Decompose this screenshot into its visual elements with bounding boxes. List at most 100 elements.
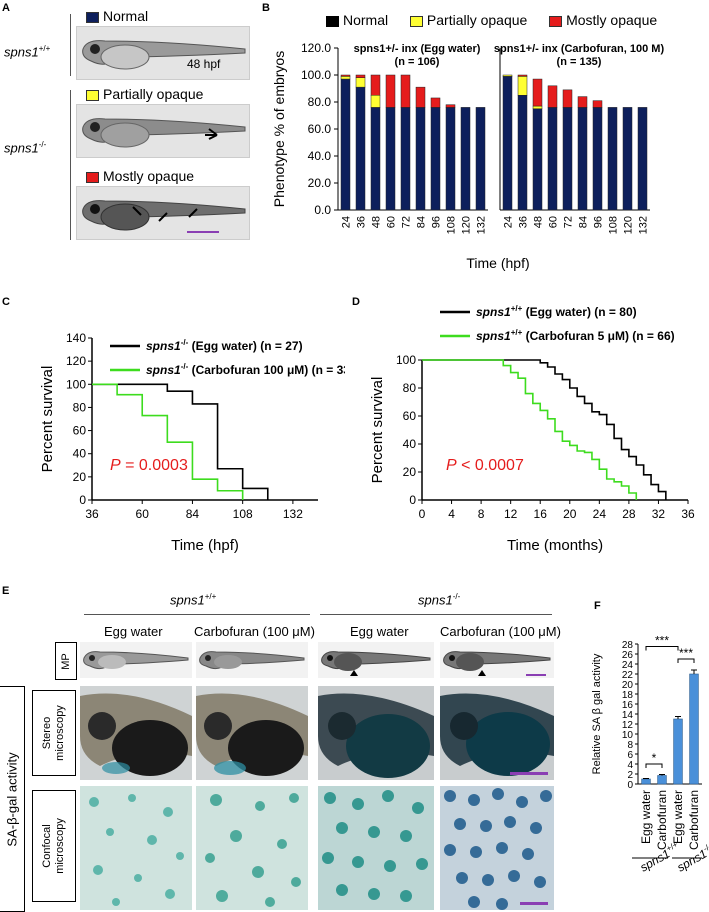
c-p-value: P = 0.0003: [110, 457, 188, 474]
row-label-confocal: Confocal microscopy: [32, 790, 76, 902]
x-tick-label: 16: [534, 507, 548, 521]
fish-partial-image: [82, 118, 246, 148]
x-tick-label: 32: [652, 507, 666, 521]
x-tick-label: 60: [136, 507, 150, 521]
fish-normal-image: [82, 40, 246, 70]
x-tick-label: 8: [478, 507, 485, 521]
panel-a-label: A: [2, 2, 10, 14]
x-tick-label: 36: [85, 507, 99, 521]
b-bar-0-5-0: [415, 107, 426, 211]
b-bar-0-9-0: [475, 107, 486, 211]
b-bar-0-7-0: [445, 107, 456, 211]
y-axis-label: Percent survival: [39, 366, 56, 473]
b-x-tick-label: 24: [341, 216, 353, 228]
b-bar-1-5-2: [577, 96, 588, 108]
divider-a-mut: [70, 90, 71, 240]
b-x-tick-label: 96: [593, 216, 605, 228]
b-bar-1-1-1: [517, 76, 528, 96]
x-tick-label: 108: [233, 507, 253, 521]
b-legend-partial-label: Partially opaque: [426, 12, 528, 28]
b-bar-1-7-0: [607, 107, 618, 211]
b-x-tick-label: 48: [371, 216, 383, 228]
survival-line-0: [422, 359, 667, 500]
y-tick-label: 120: [66, 354, 86, 368]
b-bar-1-2-0: [532, 108, 543, 211]
col-label-4: Carbofuran (100 μM): [440, 624, 561, 639]
b-bar-1-1-0: [517, 95, 528, 211]
panel-f-label: F: [594, 600, 601, 612]
f-y-tick-label: 28: [622, 640, 634, 651]
b-x-tick-label: 120: [461, 216, 473, 234]
chart-c: 0 20 40 60 80 100 120 140 36 60 84 108 132 Time (hpf)…: [39, 331, 345, 554]
confocal-image-4: [440, 786, 554, 910]
b-y-tick-label: 0.0: [314, 203, 331, 217]
y-tick-label: 20: [403, 465, 417, 479]
legend-partial: Partially opaque: [86, 86, 203, 102]
panel-c-label: C: [2, 296, 10, 308]
b-legend-normal-label: Normal: [343, 12, 389, 28]
b-title-1: spns1+/- inx (Carbofuran, 100 M): [494, 43, 665, 55]
b-bar-0-2-1: [370, 95, 381, 108]
b-x-tick-label: 84: [416, 216, 428, 228]
b-x-tick-label: 48: [533, 216, 545, 228]
f-y-tick-label: 2: [627, 770, 633, 781]
b-bar-0-5-2: [415, 86, 426, 108]
f-sig-3-label: ***: [655, 634, 669, 648]
b-x-axis-label: Time (hpf): [466, 255, 529, 271]
panel-d-label: D: [352, 296, 360, 308]
b-x-tick-label: 72: [401, 216, 413, 228]
b-bar-0-7-2: [445, 104, 456, 108]
confocal-image-3: [318, 786, 434, 910]
f-x-tick-label-2: Egg water: [671, 790, 685, 844]
fish-photo-partial: [76, 104, 250, 158]
b-bar-1-8-0: [622, 107, 633, 211]
b-bar-1-5-0: [577, 107, 588, 211]
b-x-tick-label: 132: [638, 216, 650, 234]
fish-photo-normal: 48 hpf: [76, 26, 250, 80]
y-tick-label: 100: [66, 377, 86, 391]
y-tick-label: 40: [73, 447, 87, 461]
stage-label: 48 hpf: [187, 57, 221, 71]
f-y-tick-label: 20: [622, 680, 634, 691]
b-y-tick-label: 60.0: [308, 122, 332, 136]
legend-mostly-label: Mostly opaque: [103, 168, 195, 184]
f-y-axis-label: Relative SA β gal activity: [591, 653, 603, 774]
chart-b: 0.0 20.0 40.0 60.0 80.0 100.0 120.0 Phenotype %…: [271, 41, 665, 271]
b-y-tick-label: 40.0: [308, 149, 332, 163]
b-x-tick-label: 72: [563, 216, 575, 228]
y-tick-label: 0: [409, 493, 416, 507]
b-bar-0-0-2: [340, 74, 351, 77]
f-y-tick-label: 18: [622, 690, 634, 701]
b-title-0: spns1+/- inx (Egg water): [354, 43, 481, 55]
f-bar-3: [689, 673, 699, 785]
x-axis-label: Time (months): [507, 537, 603, 554]
row-label-stereo: Stereo microscopy: [32, 690, 76, 776]
x-tick-label: 132: [283, 507, 303, 521]
x-tick-label: 12: [504, 507, 518, 521]
f-y-tick-label: 24: [622, 660, 634, 671]
f-sig-1-bracket: [645, 763, 663, 768]
y-tick-label: 0: [79, 493, 86, 507]
legend-partial-label: Partially opaque: [103, 86, 204, 102]
f-y-tick-label: 14: [622, 710, 634, 721]
y-tick-label: 40: [403, 437, 417, 451]
survival-line-1: [92, 383, 244, 500]
f-y-tick-label: 6: [627, 750, 633, 761]
legend-mostly: Mostly opaque: [86, 168, 194, 184]
b-x-tick-label: 84: [578, 216, 590, 228]
b-bar-0-0-0: [340, 78, 351, 211]
b-bar-0-2-2: [370, 74, 381, 96]
panel-b-legend: Normal Partially opaque Mostly opaque: [326, 12, 657, 28]
y-tick-label: 60: [403, 409, 417, 423]
b-bar-1-4-0: [562, 107, 573, 211]
y-tick-label: 60: [73, 424, 87, 438]
f-y-tick-label: 10: [622, 730, 634, 741]
bracket-mut: [320, 614, 552, 615]
legend-label-0: spns1-/- (Egg water) (n = 27): [146, 338, 303, 353]
b-x-tick-label: 60: [548, 216, 560, 228]
b-title-n-0: (n = 106): [395, 56, 440, 68]
mp-image-1: [80, 642, 192, 678]
b-bar-1-4-2: [562, 89, 573, 108]
f-sig-2-bracket: [677, 658, 695, 663]
fish-mostly-image: [82, 200, 246, 233]
